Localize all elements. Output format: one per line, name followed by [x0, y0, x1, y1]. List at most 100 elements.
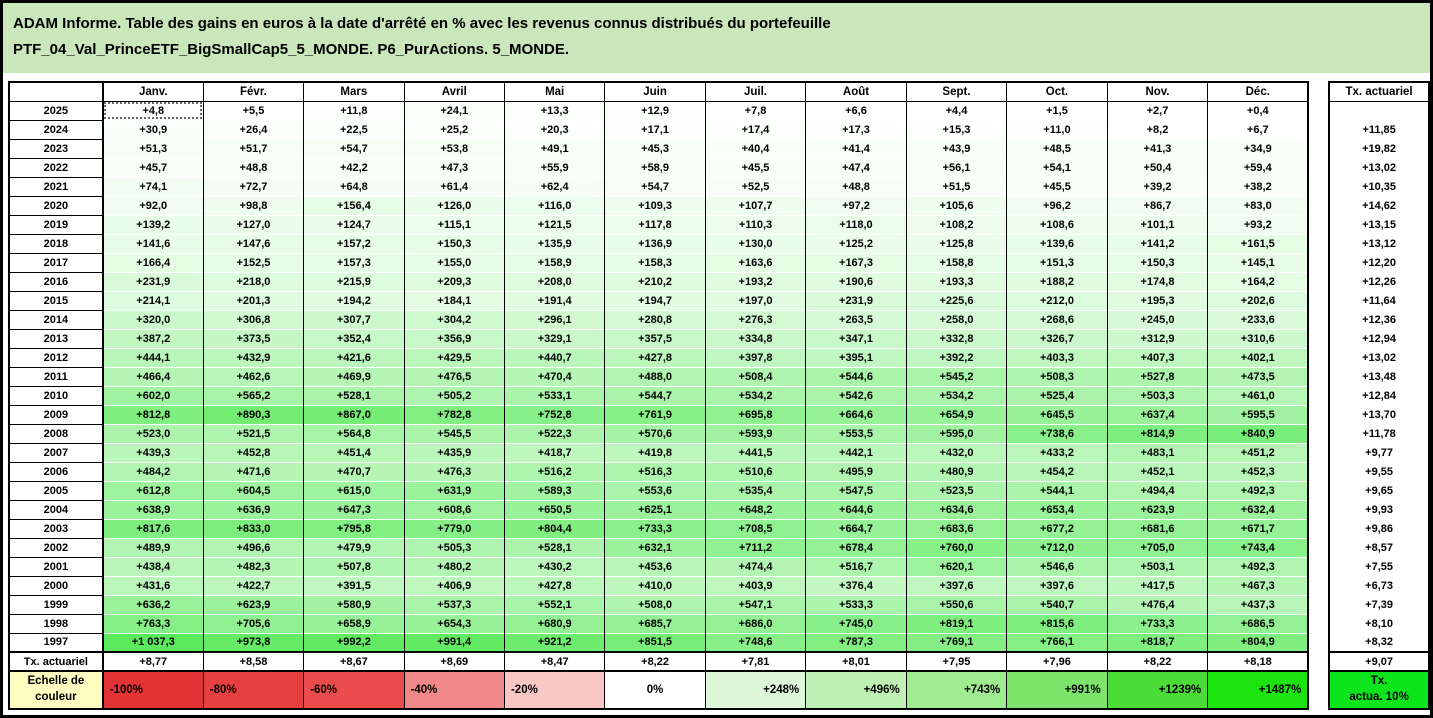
- gain-cell[interactable]: +190,6: [805, 271, 907, 291]
- gain-cell[interactable]: +433,2: [1006, 442, 1108, 462]
- gain-cell[interactable]: +410,0: [604, 575, 706, 595]
- tx-actuariel-value[interactable]: +14,62: [1328, 196, 1430, 215]
- gain-cell[interactable]: +544,1: [1006, 480, 1108, 500]
- gain-cell[interactable]: +51,5: [905, 176, 1008, 196]
- gain-cell[interactable]: +48,8: [202, 157, 305, 177]
- gain-cell[interactable]: +654,3: [403, 613, 505, 633]
- gain-cell[interactable]: +644,6: [805, 499, 907, 519]
- gain-cell[interactable]: +38,2: [1207, 176, 1310, 196]
- gain-cell[interactable]: +681,6: [1106, 518, 1209, 538]
- gain-cell[interactable]: +654,9: [905, 404, 1008, 424]
- gain-cell[interactable]: +484,2: [101, 461, 204, 481]
- gain-cell[interactable]: +452,1: [1106, 461, 1209, 481]
- gain-cell[interactable]: +17,3: [805, 119, 907, 139]
- gain-cell[interactable]: +150,3: [403, 233, 505, 253]
- month-header[interactable]: Janv.: [101, 81, 204, 102]
- gain-cell[interactable]: +158,9: [503, 252, 606, 272]
- gain-cell[interactable]: +545,5: [403, 423, 505, 443]
- gain-cell[interactable]: +97,2: [805, 195, 907, 215]
- year-label[interactable]: 2023: [8, 138, 104, 159]
- gain-cell[interactable]: +24,1: [403, 100, 505, 120]
- gain-cell[interactable]: +332,8: [905, 328, 1008, 348]
- tx-actuariel-value[interactable]: +10,35: [1328, 177, 1430, 196]
- gain-cell[interactable]: +533,3: [805, 594, 907, 614]
- gain-cell[interactable]: +151,3: [1006, 252, 1108, 272]
- year-label[interactable]: 2016: [8, 271, 104, 292]
- gain-cell[interactable]: +210,2: [604, 271, 706, 291]
- gain-cell[interactable]: +817,6: [101, 518, 204, 538]
- gain-cell[interactable]: +397,8: [704, 347, 807, 367]
- tx-month-value[interactable]: +8,69: [403, 651, 505, 672]
- gain-cell[interactable]: +761,9: [604, 404, 706, 424]
- gain-cell[interactable]: +818,7: [1106, 632, 1209, 652]
- month-header[interactable]: Déc.: [1207, 81, 1310, 102]
- gain-cell[interactable]: +580,9: [303, 594, 405, 614]
- gain-cell[interactable]: +469,9: [303, 366, 405, 386]
- gain-cell[interactable]: +523,5: [905, 480, 1008, 500]
- gain-cell[interactable]: +766,1: [1006, 632, 1108, 652]
- gain-cell[interactable]: +50,4: [1106, 157, 1209, 177]
- gain-cell[interactable]: +671,7: [1207, 518, 1310, 538]
- gain-cell[interactable]: +167,3: [805, 252, 907, 272]
- gain-cell[interactable]: +304,2: [403, 309, 505, 329]
- gain-cell[interactable]: +752,8: [503, 404, 606, 424]
- gain-cell[interactable]: +632,1: [604, 537, 706, 557]
- gain-cell[interactable]: +495,9: [805, 461, 907, 481]
- gain-cell[interactable]: +115,1: [403, 214, 505, 234]
- gain-cell[interactable]: +496,6: [202, 537, 305, 557]
- gain-cell[interactable]: +201,3: [202, 290, 305, 310]
- gain-cell[interactable]: +534,2: [905, 385, 1008, 405]
- gain-cell[interactable]: +195,3: [1106, 290, 1209, 310]
- gain-cell[interactable]: +677,2: [1006, 518, 1108, 538]
- gain-cell[interactable]: +402,1: [1207, 347, 1310, 367]
- gain-cell[interactable]: +648,2: [704, 499, 807, 519]
- gain-cell[interactable]: +276,3: [704, 309, 807, 329]
- gain-cell[interactable]: +516,7: [805, 556, 907, 576]
- gain-cell[interactable]: +296,1: [503, 309, 606, 329]
- gain-cell[interactable]: +392,2: [905, 347, 1008, 367]
- gain-cell[interactable]: +209,3: [403, 271, 505, 291]
- gain-cell[interactable]: +678,4: [805, 537, 907, 557]
- tx-month-value[interactable]: +7,96: [1006, 651, 1108, 672]
- tx-actuariel-value[interactable]: +7,55: [1328, 557, 1430, 576]
- gain-cell[interactable]: +819,1: [905, 613, 1008, 633]
- tx-actuariel-value[interactable]: +11,85: [1328, 120, 1430, 139]
- gain-cell[interactable]: +712,0: [1006, 537, 1108, 557]
- year-label[interactable]: 1999: [8, 594, 104, 615]
- month-header[interactable]: Févr.: [202, 81, 305, 102]
- gain-cell[interactable]: +141,6: [101, 233, 204, 253]
- gain-cell[interactable]: +494,4: [1106, 480, 1209, 500]
- gain-cell[interactable]: +59,4: [1207, 157, 1310, 177]
- gain-cell[interactable]: +43,9: [905, 138, 1008, 158]
- tx-actuariel-value[interactable]: +12,26: [1328, 272, 1430, 291]
- gain-cell[interactable]: +795,8: [303, 518, 405, 538]
- gain-cell[interactable]: +462,6: [202, 366, 305, 386]
- gain-cell[interactable]: +208,0: [503, 271, 606, 291]
- gain-cell[interactable]: +11,8: [303, 100, 405, 120]
- gain-cell[interactable]: +544,7: [604, 385, 706, 405]
- tx-actuariel-value[interactable]: +12,36: [1328, 310, 1430, 329]
- gain-cell[interactable]: +152,5: [202, 252, 305, 272]
- gain-cell[interactable]: +145,1: [1207, 252, 1310, 272]
- gain-cell[interactable]: +141,2: [1106, 233, 1209, 253]
- gain-cell[interactable]: +595,5: [1207, 404, 1310, 424]
- gain-cell[interactable]: +139,6: [1006, 233, 1108, 253]
- gain-cell[interactable]: +540,7: [1006, 594, 1108, 614]
- gain-cell[interactable]: +54,7: [303, 138, 405, 158]
- gain-cell[interactable]: +623,9: [202, 594, 305, 614]
- gain-cell[interactable]: +522,3: [503, 423, 606, 443]
- gain-cell[interactable]: +161,5: [1207, 233, 1310, 253]
- gain-cell[interactable]: +117,8: [604, 214, 706, 234]
- gain-cell[interactable]: +158,3: [604, 252, 706, 272]
- gain-cell[interactable]: +54,1: [1006, 157, 1108, 177]
- gain-cell[interactable]: +55,9: [503, 157, 606, 177]
- year-label[interactable]: 2009: [8, 404, 104, 425]
- gain-cell[interactable]: +505,2: [403, 385, 505, 405]
- gain-cell[interactable]: +421,6: [303, 347, 405, 367]
- gain-cell[interactable]: +429,5: [403, 347, 505, 367]
- tx-overall-value[interactable]: +9,07: [1328, 651, 1430, 672]
- gain-cell[interactable]: +116,0: [503, 195, 606, 215]
- gain-cell[interactable]: +427,8: [604, 347, 706, 367]
- gain-cell[interactable]: +476,5: [403, 366, 505, 386]
- gain-cell[interactable]: +17,4: [704, 119, 807, 139]
